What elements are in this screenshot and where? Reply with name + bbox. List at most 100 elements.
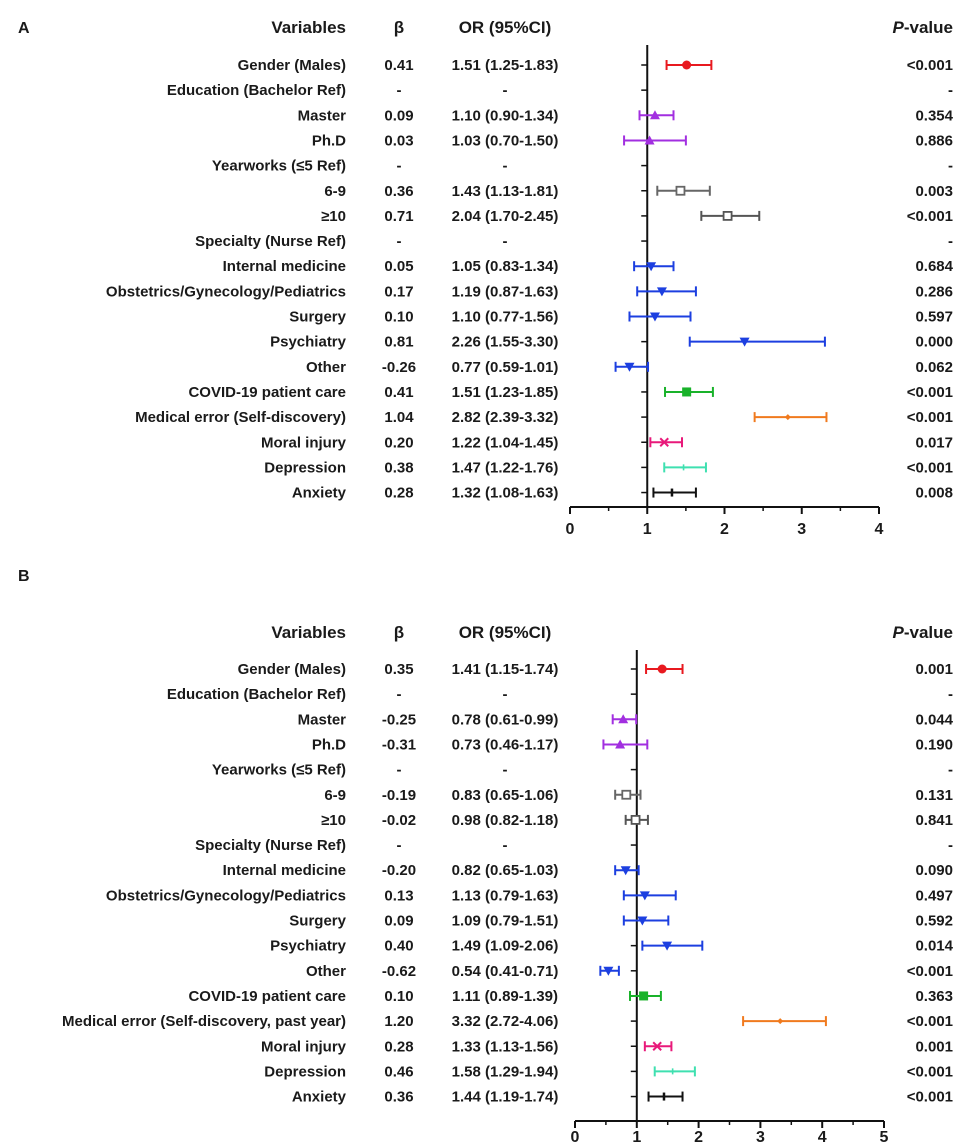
row-label: Education (Bachelor Ref) bbox=[167, 82, 346, 99]
table-row: ≥10 0.71 2.04 (1.70-2.45) <0.001 bbox=[321, 208, 953, 225]
row-label: Other bbox=[306, 963, 346, 980]
header-or: OR (95%CI) bbox=[459, 623, 552, 642]
row-label: Specialty (Nurse Ref) bbox=[195, 837, 346, 854]
table-row: Ph.D 0.03 1.03 (0.70-1.50) 0.886 bbox=[312, 132, 953, 149]
table-row: Psychiatry 0.40 1.49 (1.09-2.06) 0.014 bbox=[270, 938, 954, 955]
row-beta: -0.31 bbox=[382, 736, 416, 753]
marker-triangle-up bbox=[644, 135, 655, 145]
row-label: Medical error (Self-discovery, past year… bbox=[62, 1013, 346, 1030]
row-p-value: 0.592 bbox=[915, 913, 953, 930]
x-tick-label: 3 bbox=[756, 1129, 765, 1144]
marker-diamond bbox=[784, 414, 791, 421]
row-or-ci: 1.09 (0.79-1.51) bbox=[452, 913, 559, 930]
marker-square-open bbox=[621, 789, 632, 800]
row-beta: 0.46 bbox=[384, 1063, 413, 1080]
row-p-value: 0.841 bbox=[915, 812, 953, 829]
table-row: Depression 0.46 1.58 (1.29-1.94) <0.001 bbox=[264, 1063, 953, 1080]
row-beta: 0.36 bbox=[384, 183, 413, 200]
row-p-value: 0.044 bbox=[915, 711, 953, 728]
row-label: Surgery bbox=[289, 309, 346, 326]
row-or-ci: 1.10 (0.90-1.34) bbox=[452, 107, 559, 124]
row-or-ci: 1.43 (1.13-1.81) bbox=[452, 183, 559, 200]
marker-triangle-down bbox=[646, 262, 657, 272]
row-label: Obstetrics/Gynecology/Pediatrics bbox=[106, 887, 346, 904]
row-or-ci: 1.32 (1.08-1.63) bbox=[452, 485, 559, 502]
table-row: ≥10 -0.02 0.98 (0.82-1.18) 0.841 bbox=[321, 812, 953, 829]
row-p-value: 0.017 bbox=[915, 434, 953, 451]
table-row: Ph.D -0.31 0.73 (0.46-1.17) 0.190 bbox=[312, 736, 953, 753]
row-p-value: 0.062 bbox=[915, 359, 953, 376]
header-beta: β bbox=[394, 18, 404, 37]
marker-square-open bbox=[630, 815, 641, 825]
marker-triangle-up bbox=[649, 110, 660, 120]
row-or-ci: 0.98 (0.82-1.18) bbox=[452, 812, 559, 829]
table-row: Internal medicine 0.05 1.05 (0.83-1.34) 0.6… bbox=[223, 258, 954, 275]
row-label: Surgery bbox=[289, 913, 346, 930]
row-or-ci: 3.32 (2.72-4.06) bbox=[452, 1013, 559, 1030]
row-label: Internal medicine bbox=[223, 258, 346, 275]
row-beta: - bbox=[397, 837, 402, 854]
table-row: Surgery 0.09 1.09 (0.79-1.51) 0.592 bbox=[289, 913, 953, 930]
row-or-ci: 1.33 (1.13-1.56) bbox=[452, 1038, 559, 1055]
row-p-value: <0.001 bbox=[907, 57, 953, 74]
table-row: Master 0.09 1.10 (0.90-1.34) 0.354 bbox=[298, 107, 954, 124]
x-tick-label: 0 bbox=[566, 521, 575, 538]
table-row: Moral injury 0.28 1.33 (1.13-1.56) 0.001 bbox=[261, 1038, 953, 1055]
row-p-value: - bbox=[948, 233, 953, 250]
row-or-ci: 2.04 (1.70-2.45) bbox=[452, 208, 559, 225]
header-p-value: P-value bbox=[893, 623, 953, 642]
row-or-ci: 1.19 (0.87-1.63) bbox=[452, 283, 559, 300]
marker-triangle-down bbox=[620, 866, 631, 876]
forest-panel-b: B Variables β OR (95%CI) P-value Gender (Male… bbox=[18, 568, 954, 1144]
row-or-ci: 0.73 (0.46-1.17) bbox=[452, 736, 559, 753]
row-label: Psychiatry bbox=[270, 334, 347, 351]
row-p-value: - bbox=[948, 82, 953, 99]
marker-triangle-down bbox=[649, 312, 660, 322]
marker-square-open bbox=[722, 210, 733, 221]
marker-star bbox=[680, 464, 687, 471]
row-p-value: <0.001 bbox=[907, 1089, 953, 1106]
row-p-value: 0.684 bbox=[915, 258, 953, 275]
marker-diamond bbox=[777, 1018, 784, 1025]
row-p-value: 0.354 bbox=[915, 107, 953, 124]
row-beta: 0.36 bbox=[384, 1089, 413, 1106]
row-or-ci: 1.11 (0.89-1.39) bbox=[452, 988, 558, 1005]
row-beta: 0.20 bbox=[384, 434, 413, 451]
row-or-ci: - bbox=[503, 686, 508, 703]
row-beta: 0.09 bbox=[384, 107, 413, 124]
header-p-italic: P bbox=[893, 18, 905, 37]
row-label: Medical error (Self-discovery) bbox=[135, 409, 346, 426]
marker-triangle-down bbox=[603, 966, 614, 976]
row-label: Education (Bachelor Ref) bbox=[167, 686, 346, 703]
x-tick-label: 4 bbox=[875, 521, 884, 538]
row-beta: 0.28 bbox=[384, 485, 413, 502]
row-p-value: 0.363 bbox=[915, 988, 953, 1005]
row-beta: - bbox=[397, 686, 402, 703]
x-tick-label: 3 bbox=[797, 521, 806, 538]
header-p-italic: P bbox=[893, 623, 905, 642]
table-row: Education (Bachelor Ref) - - - bbox=[167, 82, 953, 99]
row-p-value: - bbox=[948, 762, 953, 779]
marker-square bbox=[682, 387, 692, 397]
marker-triangle-up bbox=[618, 714, 629, 724]
table-row: Yearworks (≤5 Ref) - - - bbox=[212, 762, 953, 779]
row-label: Moral injury bbox=[261, 434, 347, 451]
x-tick-label: 5 bbox=[880, 1129, 889, 1144]
row-label: COVID-19 patient care bbox=[188, 988, 346, 1005]
row-or-ci: 0.54 (0.41-0.71) bbox=[452, 963, 559, 980]
table-row: COVID-19 patient care 0.10 1.11 (0.89-1.39… bbox=[188, 988, 953, 1005]
row-label: Anxiety bbox=[292, 485, 347, 502]
marker-star bbox=[669, 1068, 676, 1075]
row-or-ci: 1.10 (0.77-1.56) bbox=[452, 309, 559, 326]
row-or-ci: 0.78 (0.61-0.99) bbox=[452, 711, 559, 728]
table-row: Depression 0.38 1.47 (1.22-1.76) <0.001 bbox=[264, 459, 953, 476]
row-beta: 0.40 bbox=[384, 938, 413, 955]
row-or-ci: - bbox=[503, 837, 508, 854]
row-beta: -0.62 bbox=[382, 963, 416, 980]
row-label: Psychiatry bbox=[270, 938, 347, 955]
header-or: OR (95%CI) bbox=[459, 18, 552, 37]
row-or-ci: - bbox=[503, 233, 508, 250]
marker-square-open bbox=[675, 185, 686, 196]
marker-triangle-up bbox=[615, 739, 626, 749]
row-label: Other bbox=[306, 359, 346, 376]
